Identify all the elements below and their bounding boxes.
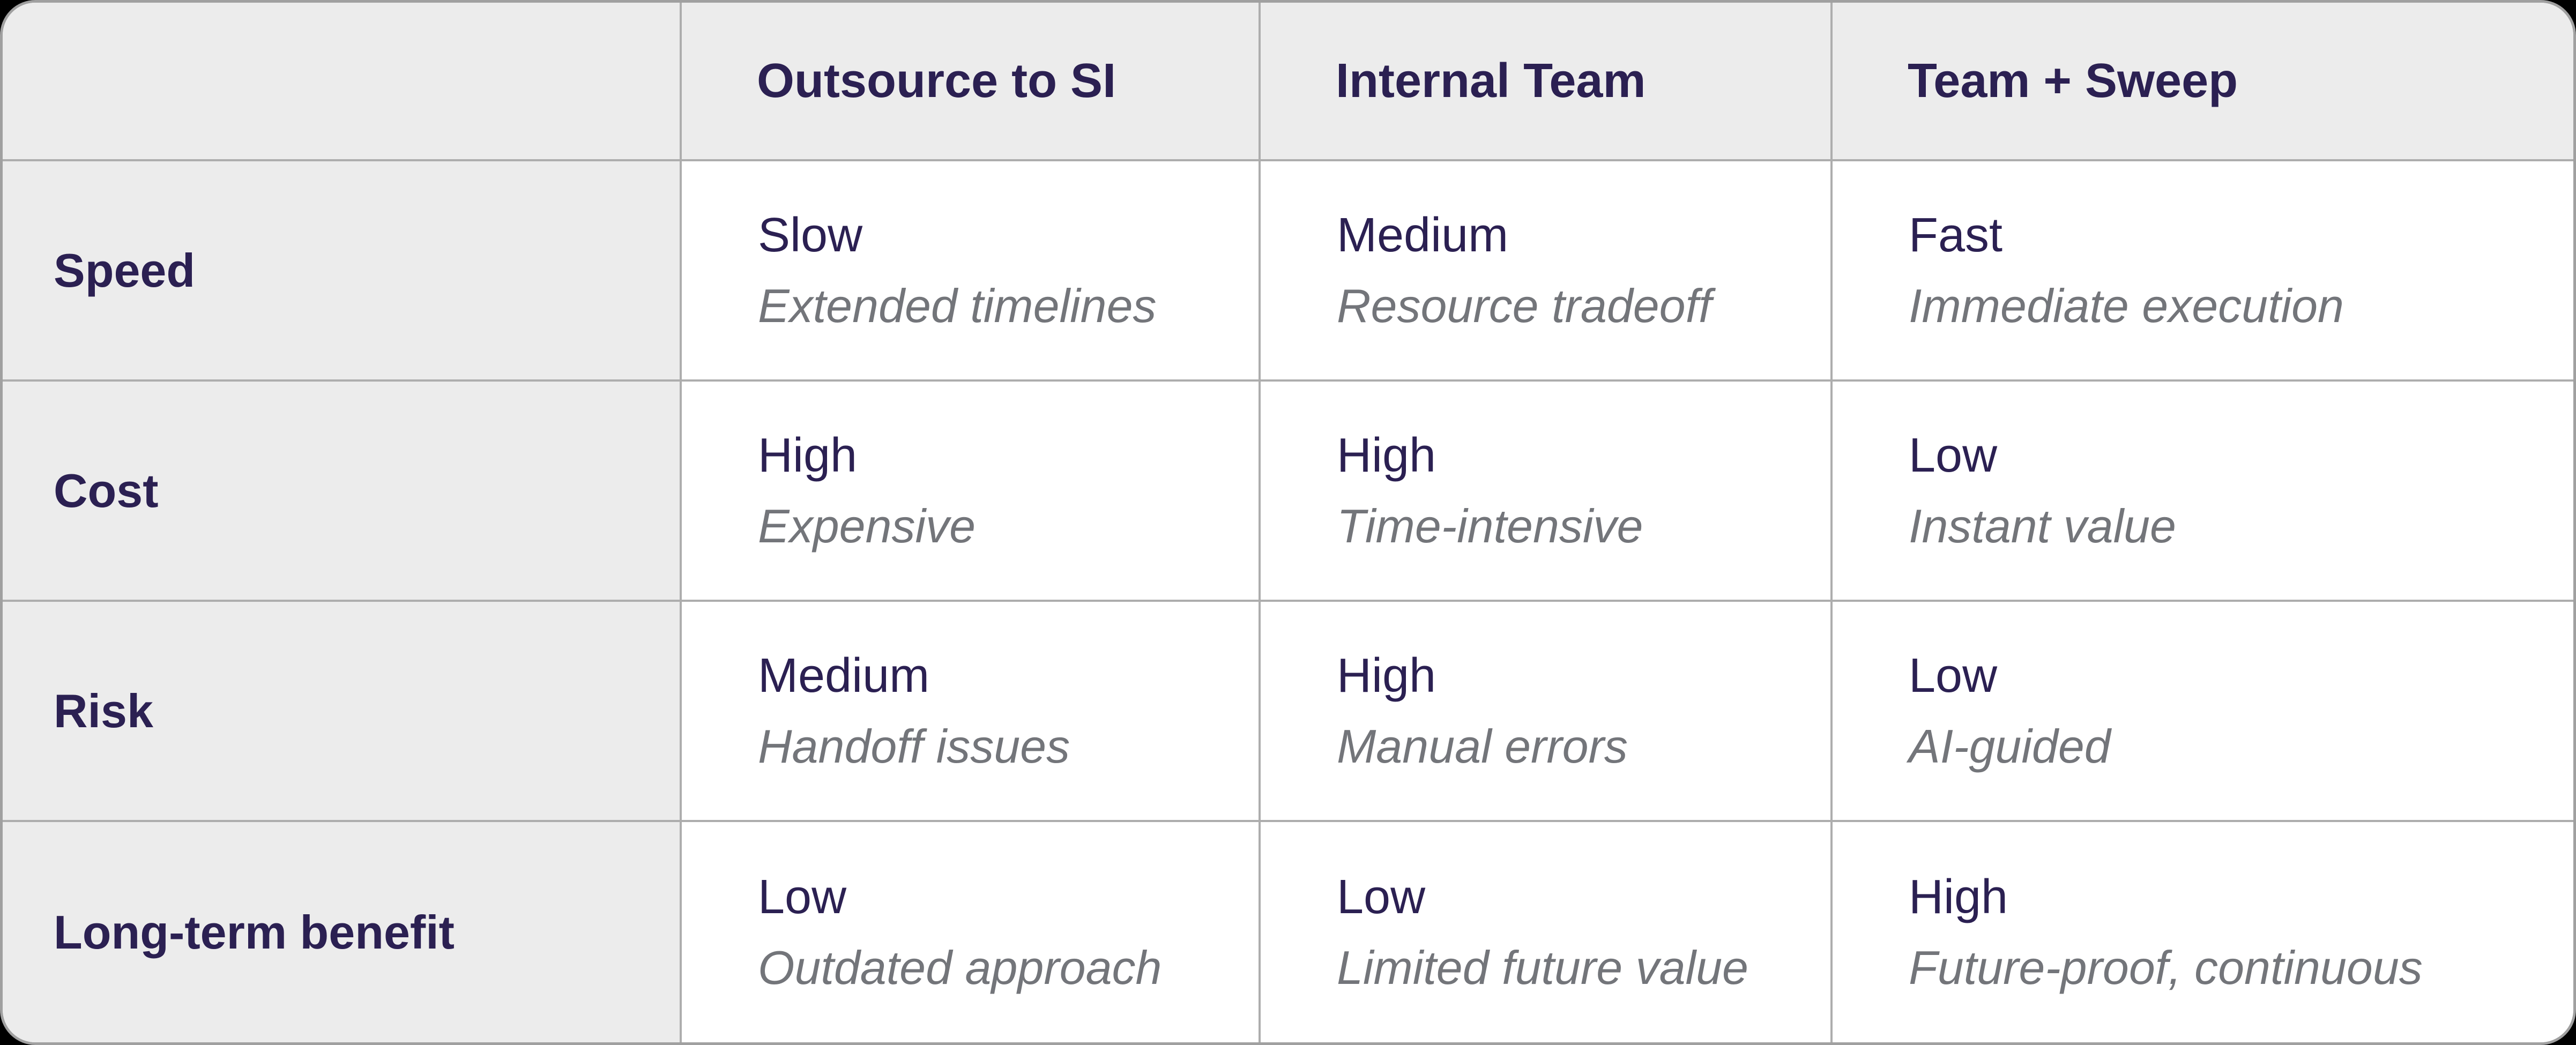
- column-header-label: Internal Team: [1336, 54, 1646, 108]
- cell-note: Outdated approach: [758, 940, 1162, 994]
- cell-value: Low: [1337, 870, 1426, 924]
- cell-note: Extended timelines: [758, 279, 1157, 332]
- cell-speed-sweep: Fast Immediate execution: [1833, 161, 2573, 382]
- cell-note: Future-proof, continuous: [1909, 940, 2423, 994]
- cell-value: Low: [1909, 428, 1998, 482]
- row-label-text: Cost: [54, 464, 159, 517]
- cell-value: High: [1337, 428, 1436, 482]
- cell-cost-sweep: Low Instant value: [1833, 382, 2573, 602]
- cell-cost-outsource: High Expensive: [682, 382, 1261, 602]
- cell-value: Medium: [1337, 208, 1509, 262]
- row-label-text: Risk: [54, 684, 153, 737]
- column-header-internal-team: Internal Team: [1261, 3, 1833, 161]
- cell-speed-internal: Medium Resource tradeoff: [1261, 161, 1833, 382]
- cell-longterm-internal: Low Limited future value: [1261, 822, 1833, 1042]
- column-header-outsource-to-si: Outsource to SI: [682, 3, 1261, 161]
- cell-note: Expensive: [758, 499, 976, 553]
- cell-risk-sweep: Low AI-guided: [1833, 602, 2573, 822]
- cell-cost-internal: High Time-intensive: [1261, 382, 1833, 602]
- cell-speed-outsource: Slow Extended timelines: [682, 161, 1261, 382]
- cell-note: Resource tradeoff: [1337, 279, 1712, 332]
- cell-value: Fast: [1909, 208, 2003, 262]
- cell-value: Low: [758, 870, 847, 924]
- row-label-cost: Cost: [3, 382, 682, 602]
- row-label-risk: Risk: [3, 602, 682, 822]
- row-label-long-term-benefit: Long-term benefit: [3, 822, 682, 1042]
- column-header-label: Outsource to SI: [757, 54, 1116, 108]
- row-label-text: Long-term benefit: [54, 905, 455, 959]
- column-header-label: Team + Sweep: [1908, 54, 2238, 108]
- cell-note: Immediate execution: [1909, 279, 2344, 332]
- row-label-text: Speed: [54, 243, 196, 297]
- cell-value: High: [1337, 648, 1436, 703]
- cell-value: High: [1909, 870, 2008, 924]
- cell-longterm-outsource: Low Outdated approach: [682, 822, 1261, 1042]
- cell-note: Handoff issues: [758, 719, 1070, 773]
- cell-risk-outsource: Medium Handoff issues: [682, 602, 1261, 822]
- table-grid: Outsource to SI Internal Team Team + Swe…: [3, 3, 2573, 1042]
- cell-value: Slow: [758, 208, 863, 262]
- header-empty-cell: [3, 3, 682, 161]
- cell-longterm-sweep: High Future-proof, continuous: [1833, 822, 2573, 1042]
- cell-value: Low: [1909, 648, 1998, 703]
- cell-value: High: [758, 428, 858, 482]
- cell-note: Instant value: [1909, 499, 2176, 553]
- column-header-team-plus-sweep: Team + Sweep: [1833, 3, 2573, 161]
- cell-note: Time-intensive: [1337, 499, 1643, 553]
- cell-note: Manual errors: [1337, 719, 1628, 773]
- cell-value: Medium: [758, 648, 930, 703]
- cell-note: AI-guided: [1909, 719, 2111, 773]
- cell-risk-internal: High Manual errors: [1261, 602, 1833, 822]
- cell-note: Limited future value: [1337, 940, 1748, 994]
- row-label-speed: Speed: [3, 161, 682, 382]
